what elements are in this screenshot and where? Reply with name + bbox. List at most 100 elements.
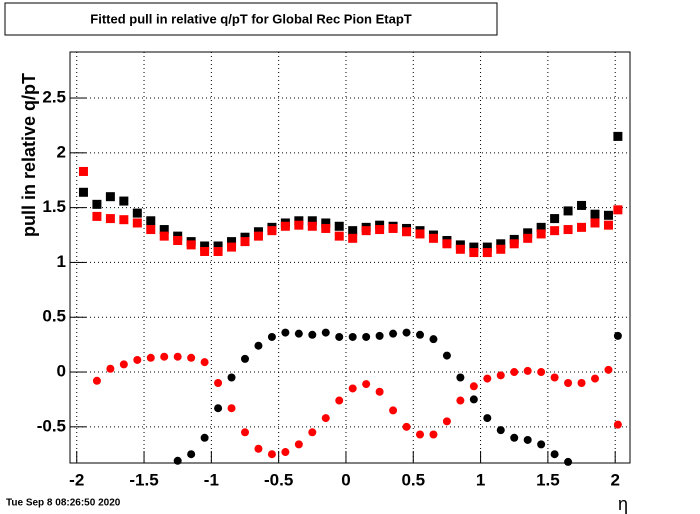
- square-marker: [469, 248, 479, 258]
- x-tick-label: -1: [204, 470, 219, 489]
- circle-marker: [227, 373, 236, 382]
- circle-marker: [348, 332, 357, 341]
- square-marker: [496, 244, 506, 254]
- circle-marker: [550, 373, 559, 382]
- square-marker: [213, 246, 223, 256]
- circle-marker: [375, 331, 384, 340]
- circle-marker: [321, 328, 330, 337]
- square-marker: [428, 233, 438, 243]
- square-marker: [603, 210, 613, 220]
- y-tick-label: 1.5: [42, 197, 66, 216]
- x-tick-label: 0.5: [401, 470, 425, 489]
- circle-marker: [254, 341, 263, 350]
- square-marker: [78, 187, 88, 197]
- circle-marker: [375, 387, 384, 396]
- circle-marker: [119, 360, 128, 369]
- circle-marker: [200, 433, 209, 442]
- circle-marker: [214, 404, 223, 413]
- circle-marker: [106, 364, 115, 373]
- square-marker: [334, 231, 344, 241]
- square-marker: [307, 216, 317, 226]
- x-tick-label: -2: [69, 470, 84, 489]
- circle-marker: [496, 371, 505, 380]
- square-marker: [186, 240, 196, 250]
- circle-marker: [308, 428, 317, 437]
- y-tick-label: 2: [57, 142, 66, 161]
- circle-marker: [173, 352, 182, 361]
- square-marker: [590, 218, 600, 228]
- square-marker: [92, 199, 102, 209]
- circle-marker: [335, 396, 344, 405]
- circle-marker: [613, 331, 622, 340]
- circle-marker: [591, 374, 599, 383]
- circle-marker: [146, 353, 155, 362]
- square-marker: [348, 226, 358, 236]
- circle-marker: [537, 368, 546, 377]
- square-marker: [375, 225, 385, 235]
- circle-marker: [429, 430, 438, 439]
- circle-marker: [604, 365, 613, 374]
- square-marker: [536, 229, 546, 239]
- square-marker: [550, 214, 560, 224]
- circle-marker: [173, 456, 182, 465]
- square-marker: [240, 237, 250, 247]
- square-marker: [482, 248, 492, 258]
- square-marker: [146, 225, 156, 235]
- square-marker: [227, 237, 237, 247]
- circle-marker: [389, 329, 398, 338]
- circle-marker: [613, 420, 622, 429]
- square-marker: [105, 192, 115, 202]
- y-tick-label: 2.5: [42, 88, 66, 107]
- x-tick-label: 0: [341, 470, 350, 489]
- square-marker: [227, 242, 237, 252]
- square-marker: [509, 239, 519, 249]
- circle-marker: [214, 378, 223, 387]
- circle-marker: [241, 354, 249, 363]
- square-marker: [321, 218, 331, 228]
- square-marker: [173, 236, 183, 246]
- square-marker: [105, 214, 115, 224]
- square-marker: [159, 225, 169, 235]
- square-marker: [523, 233, 533, 243]
- x-tick-label: 2: [610, 470, 619, 489]
- circle-marker: [402, 328, 411, 337]
- x-tick-label: -1.5: [129, 470, 158, 489]
- circle-marker: [469, 382, 478, 391]
- circle-marker: [187, 353, 196, 362]
- plot-frame: [69, 51, 631, 464]
- square-marker: [92, 211, 102, 221]
- square-marker: [402, 227, 412, 237]
- circle-marker: [537, 440, 546, 449]
- square-marker: [213, 241, 223, 251]
- circle-marker: [160, 352, 169, 361]
- circle-marker: [294, 440, 303, 449]
- square-marker: [415, 229, 425, 239]
- square-marker: [321, 223, 331, 233]
- title-box: [4, 2, 498, 36]
- circle-marker: [402, 422, 411, 431]
- circle-marker: [267, 450, 276, 459]
- circle-marker: [429, 335, 438, 344]
- x-axis-label: η: [618, 494, 628, 514]
- y-tick-label: 1: [57, 252, 66, 271]
- square-marker: [280, 221, 290, 231]
- circle-marker: [442, 351, 451, 360]
- square-marker: [496, 239, 506, 249]
- circle-marker: [469, 395, 478, 404]
- circle-marker: [92, 376, 101, 385]
- circle-marker: [496, 426, 505, 435]
- square-marker: [348, 233, 358, 243]
- square-marker: [469, 242, 479, 252]
- circle-marker: [523, 366, 532, 375]
- y-tick-label: -0.5: [37, 416, 66, 435]
- circle-marker: [254, 444, 263, 453]
- circle-marker: [335, 332, 344, 341]
- circle-marker: [523, 435, 532, 444]
- circle-marker: [294, 329, 303, 338]
- square-marker: [455, 244, 465, 254]
- x-tick-label: -0.5: [264, 470, 293, 489]
- y-tick-label: 0: [57, 362, 66, 381]
- square-marker: [361, 226, 371, 236]
